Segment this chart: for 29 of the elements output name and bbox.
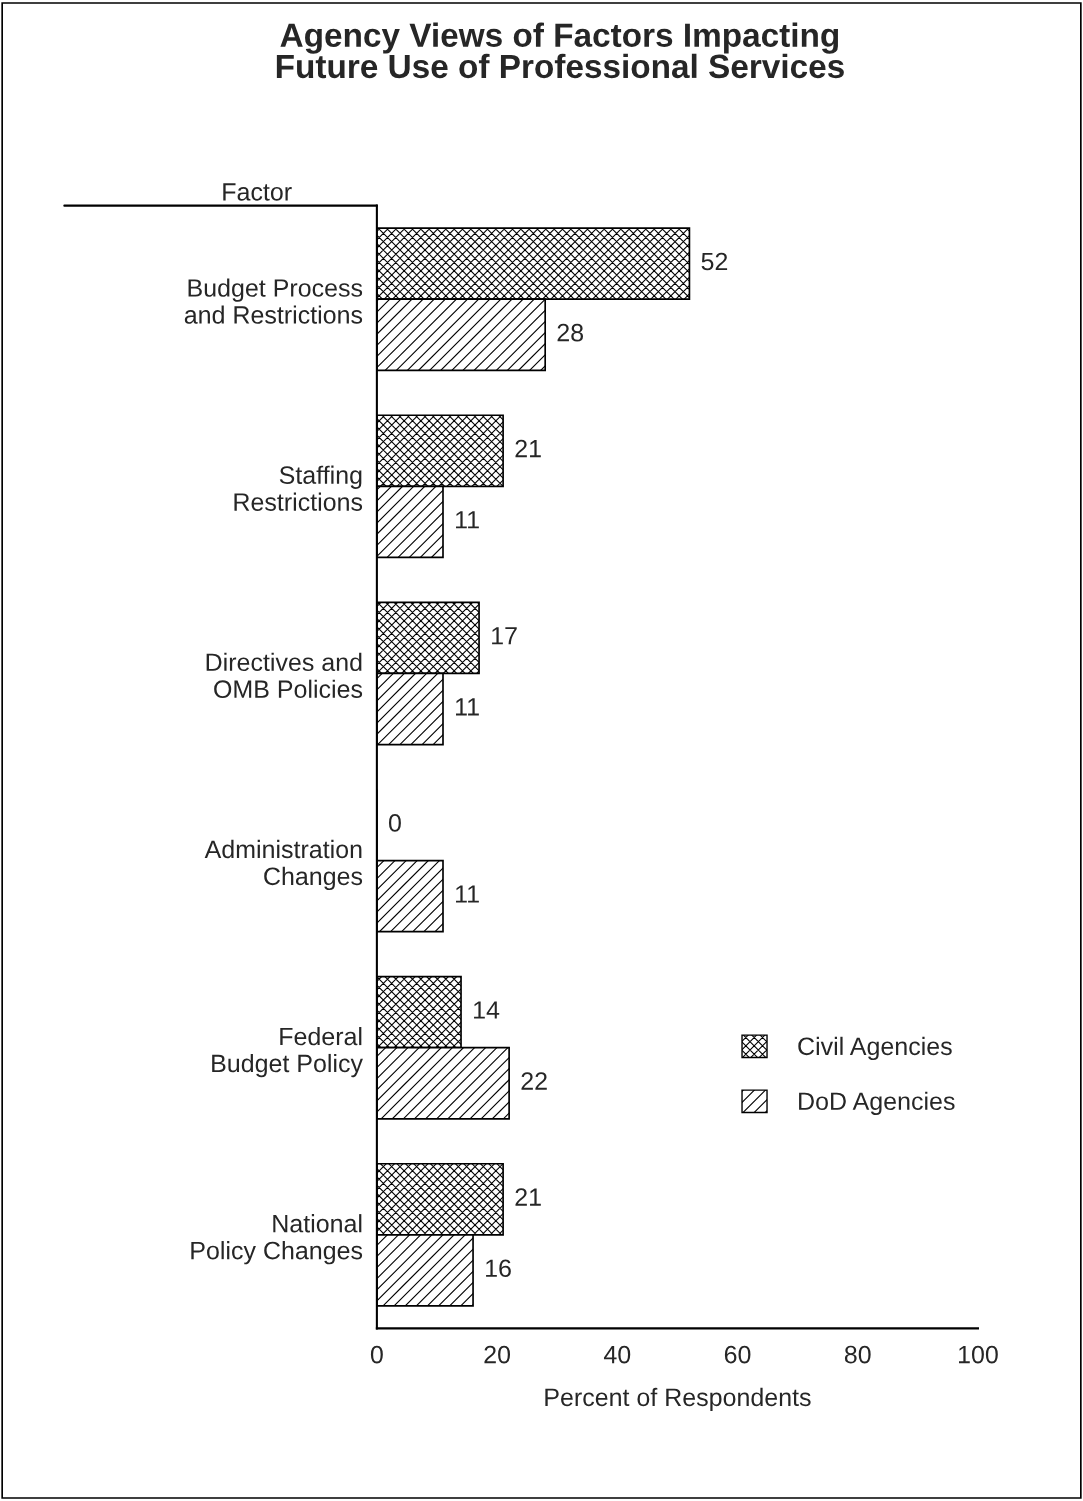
y-tick-label: Directives and OMB Policies: [206, 652, 363, 699]
data-label: 17: [492, 627, 517, 645]
legend-label: DoD Agencies: [799, 1091, 955, 1116]
y-tick-label: Staffing Restrictions: [234, 465, 363, 511]
y-tick-label: Budget Process and Restrictions: [184, 278, 363, 324]
data-label: 21: [515, 1188, 541, 1206]
x-axis-title: Percent of Respondents: [545, 1387, 811, 1412]
data-label: 14: [474, 1001, 500, 1019]
data-label: 16: [486, 1259, 511, 1278]
data-label: 21: [515, 439, 541, 458]
data-label: 22: [521, 1072, 547, 1090]
x-tick-label: 80: [844, 1345, 871, 1364]
y-axis-title: Factor: [223, 183, 292, 201]
legend-label: Civil Agencies: [798, 1036, 952, 1061]
data-label: 52: [701, 252, 728, 271]
y-tick-label: National Policy Changes: [191, 1214, 363, 1265]
data-label: 11: [456, 511, 479, 529]
x-tick-label: 20: [484, 1345, 511, 1364]
x-tick-label: 100: [959, 1345, 998, 1364]
y-tick-label: Administration Changes: [204, 839, 363, 891]
chart-title: Agency Views of Factors Impacting Future Use of Professional Services: [276, 22, 844, 79]
x-tick-label: 0: [370, 1345, 383, 1364]
data-label: 11: [456, 698, 479, 716]
x-tick-label: 40: [603, 1345, 631, 1364]
y-tick-label: Federal Budget Policy: [212, 1026, 363, 1078]
x-tick-label: 60: [724, 1345, 751, 1364]
data-label: 11: [456, 885, 479, 903]
data-label: 28: [557, 323, 584, 342]
data-label: 0: [388, 814, 401, 832]
